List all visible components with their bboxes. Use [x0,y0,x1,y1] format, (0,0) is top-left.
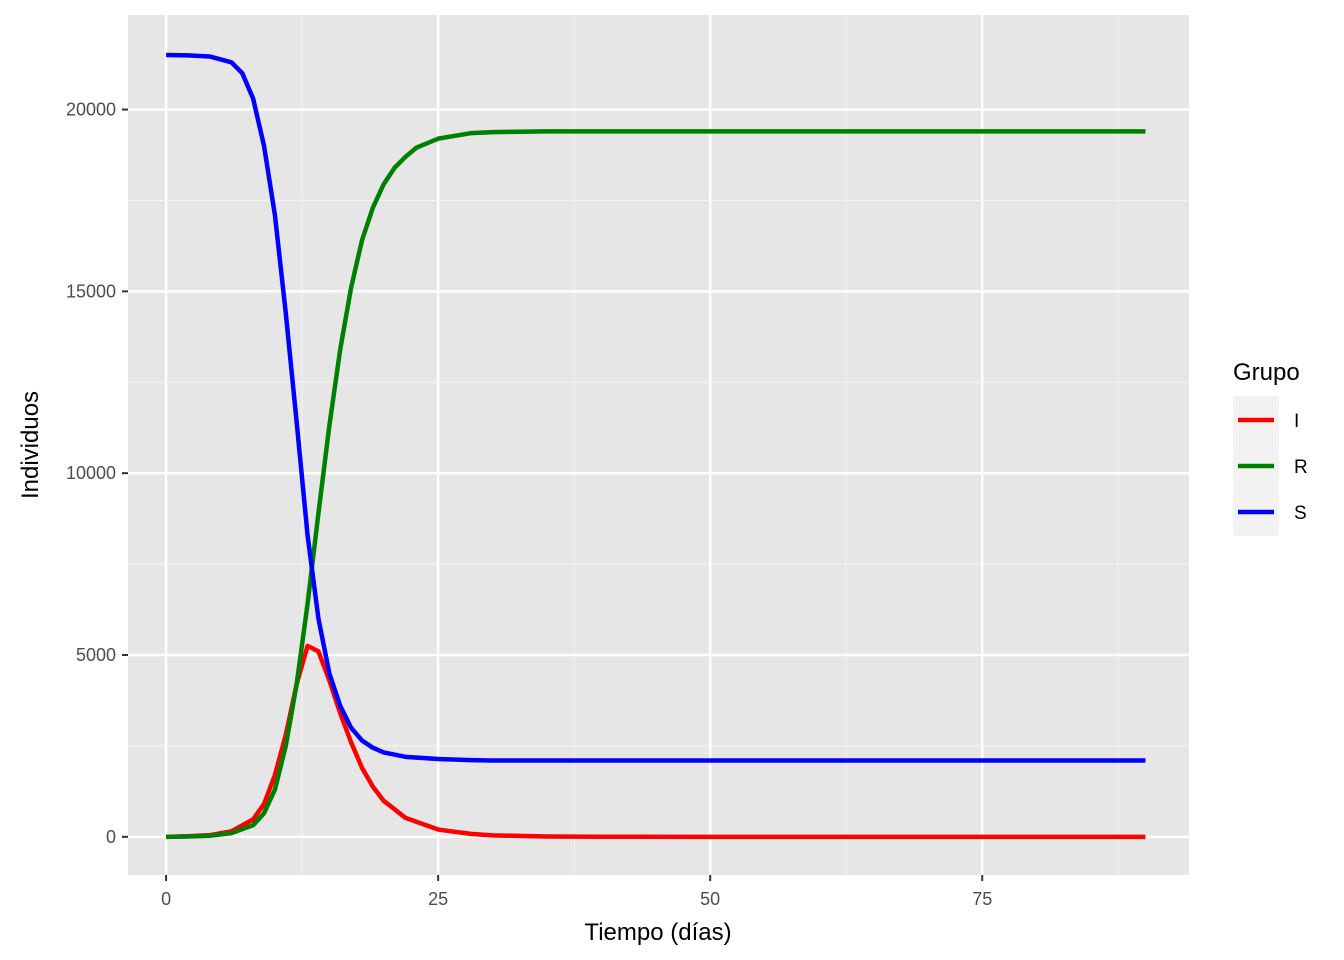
x-tick-label: 0 [161,889,171,909]
y-axis-title: Individuos [17,391,44,499]
plot-panel [128,15,1189,875]
series-line-R [166,129,1146,840]
legend-label-S: S [1294,503,1307,524]
legend-items: I R S [1238,411,1308,524]
y-tick-label: 20000 [66,100,116,120]
y-axis: 0 5000 10000 15000 20000 [66,100,128,847]
series-line-I [166,643,1146,840]
legend-label-I: I [1294,411,1299,432]
series-line-S [166,52,1146,763]
y-tick-label: 15000 [66,281,116,301]
legend: Grupo I R S [1233,359,1308,536]
y-tick-label: 10000 [66,463,116,483]
legend-label-R: R [1294,457,1308,478]
series-lines [166,52,1146,840]
x-tick-label: 25 [428,889,448,909]
major-gridlines [128,15,1189,875]
x-axis: 0 25 50 75 [161,875,992,909]
y-tick-label: 5000 [76,645,116,665]
x-tick-label: 50 [700,889,720,909]
legend-title: Grupo [1233,359,1300,386]
x-tick-label: 75 [972,889,992,909]
x-axis-title: Tiempo (días) [584,919,731,946]
minor-gridlines [128,15,1189,875]
y-tick-label: 0 [106,827,116,847]
